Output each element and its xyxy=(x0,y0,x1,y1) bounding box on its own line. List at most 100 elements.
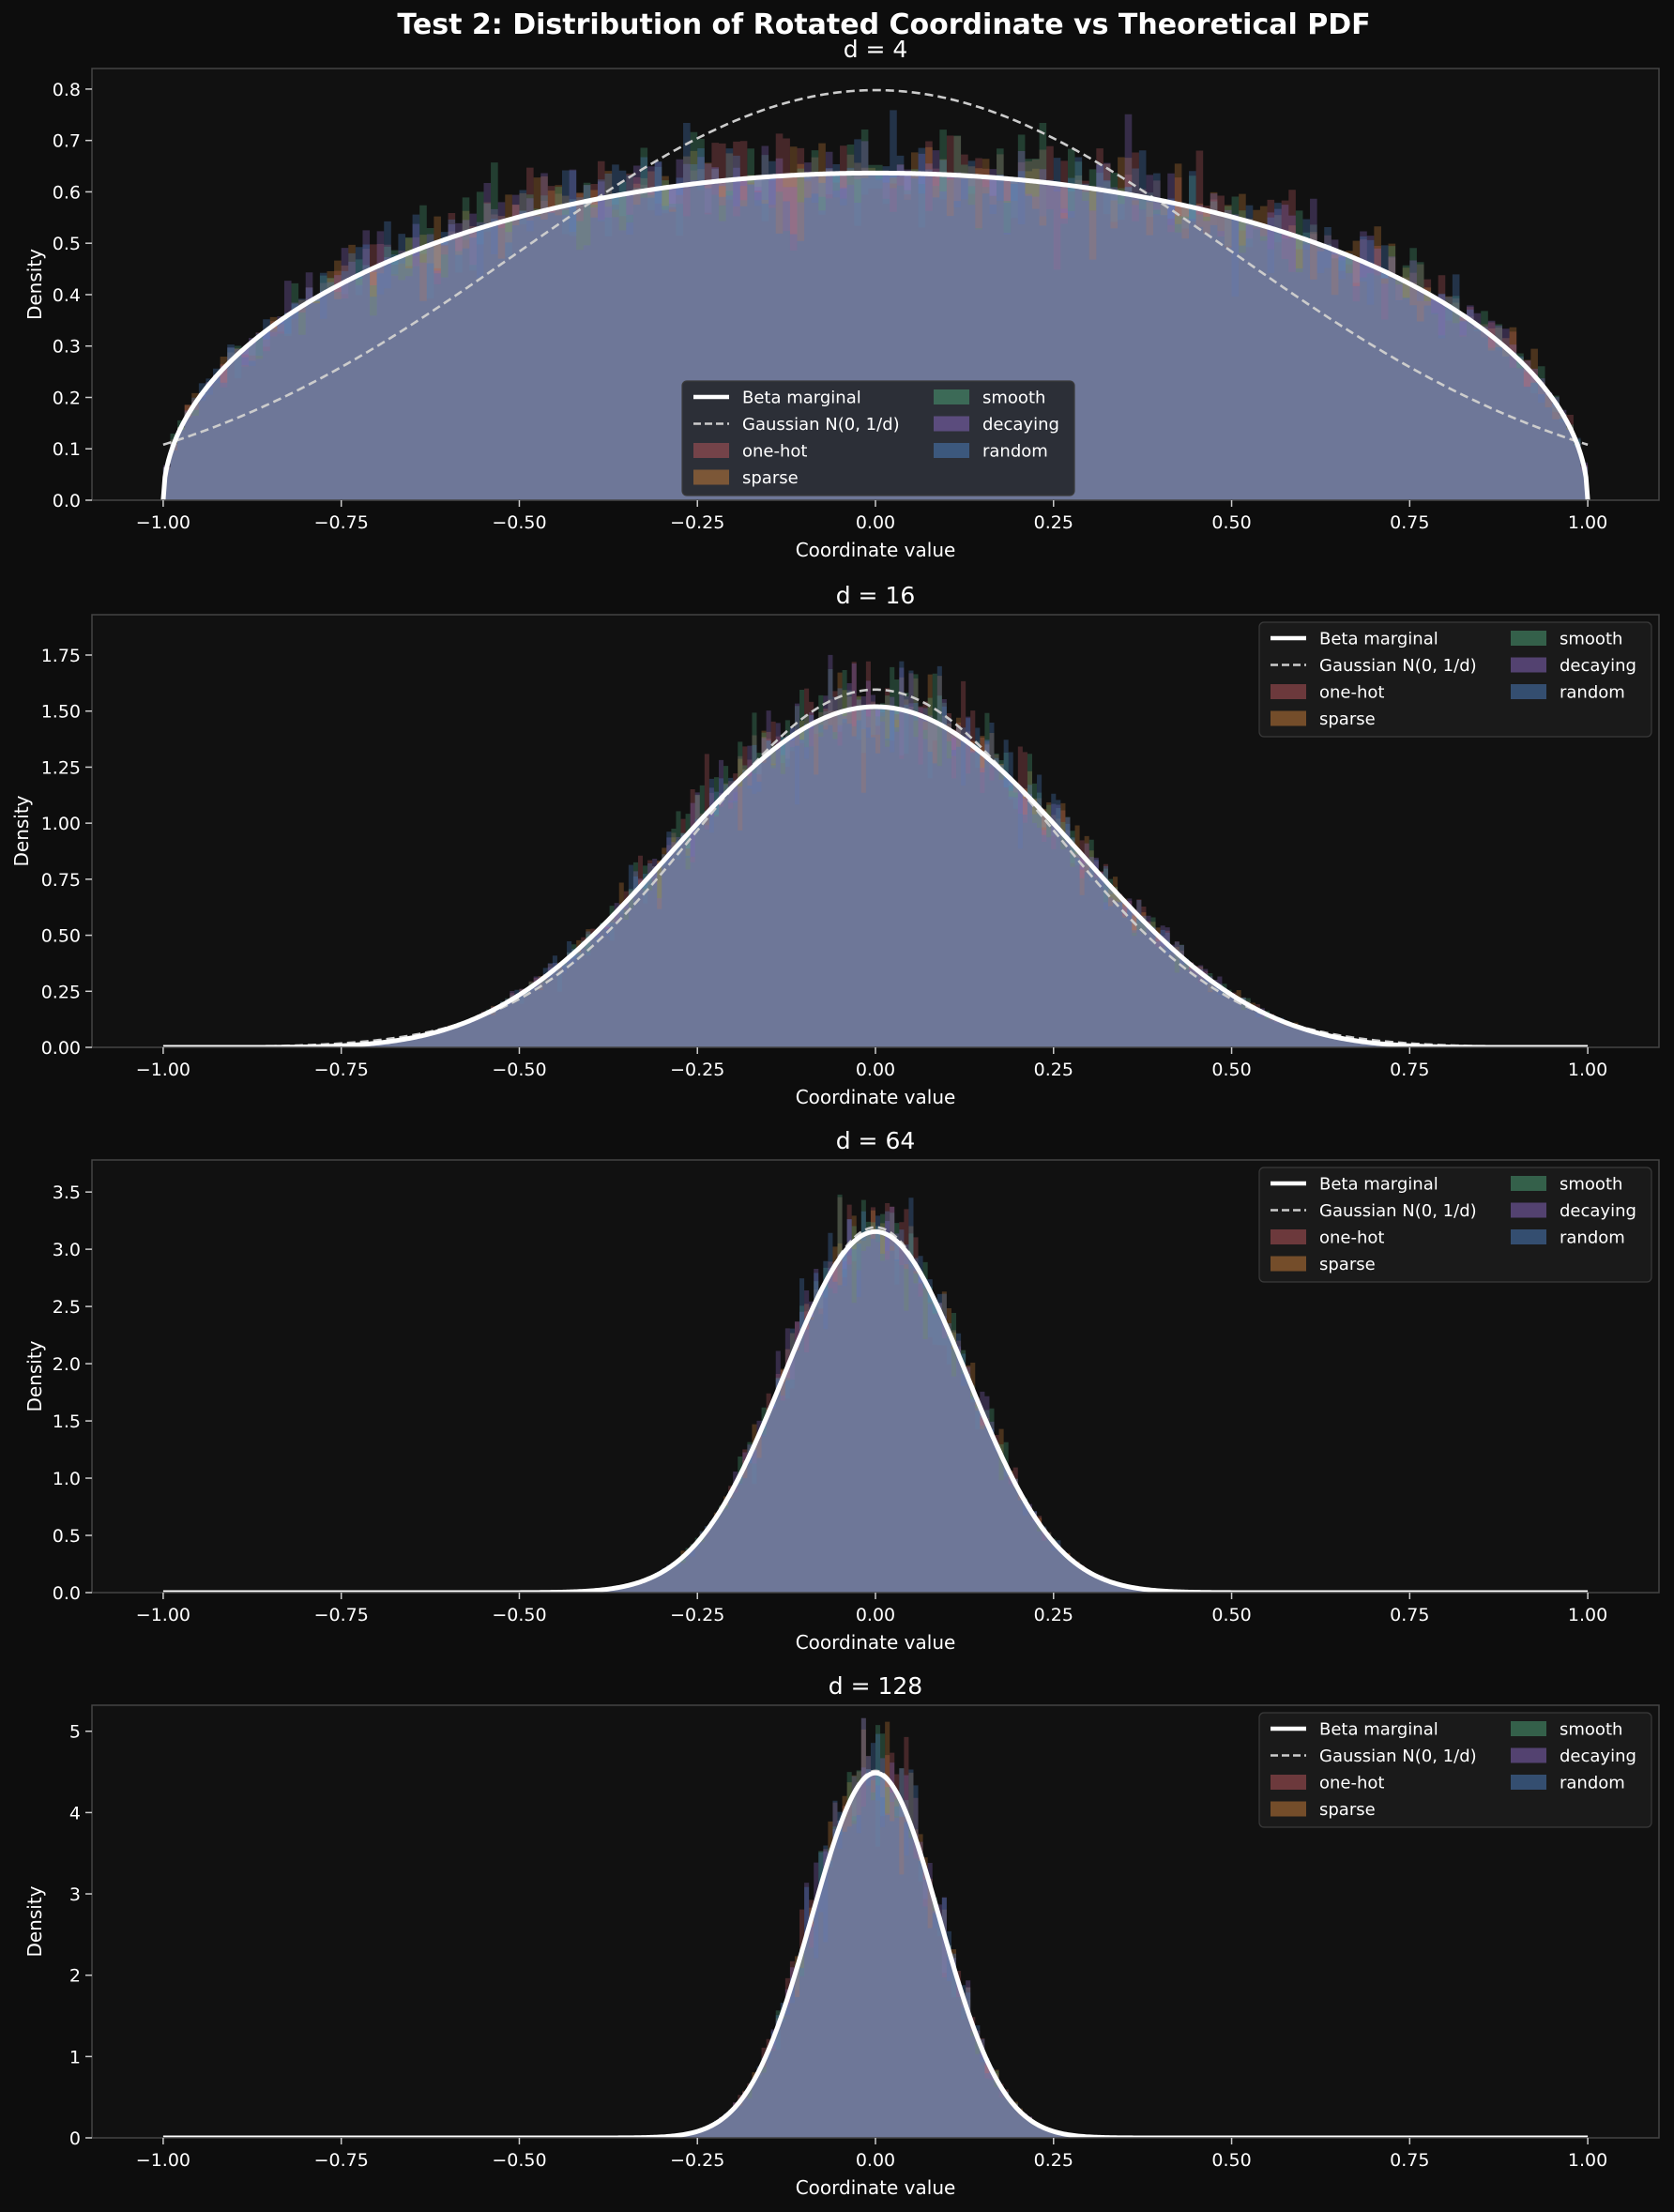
legend-item-one-hot: one-hot xyxy=(1271,1228,1384,1248)
legend-item-sparse: sparse xyxy=(693,468,799,488)
y-tick-label: 0.5 xyxy=(53,234,81,254)
y-tick-label: 1 xyxy=(69,2047,81,2067)
beta-curve xyxy=(162,1228,1589,1593)
legend-patch-swatch xyxy=(1271,1801,1306,1817)
y-tick-label: 0.50 xyxy=(41,926,81,947)
legend-item-decaying: decaying xyxy=(1511,1201,1636,1221)
histogram-base xyxy=(162,707,1589,1047)
legend-patch-swatch xyxy=(934,416,969,432)
x-tick-label: −0.25 xyxy=(670,512,724,533)
legend-patch-swatch xyxy=(1271,710,1306,726)
y-tick-label: 1.0 xyxy=(53,1469,81,1489)
x-tick-label: −1.00 xyxy=(136,1060,190,1080)
x-tick-label: 1.00 xyxy=(1568,1605,1607,1625)
legend-patch-swatch xyxy=(934,389,969,404)
legend-box xyxy=(1258,1167,1652,1283)
y-tick-label: 2.0 xyxy=(53,1354,81,1375)
x-tick-label: −0.25 xyxy=(670,1605,724,1625)
histogram-base xyxy=(162,1231,1589,1593)
legend: Beta marginal Gaussian N(0, 1/d) one-hot sp… xyxy=(681,380,1075,496)
legend-label: Gaussian N(0, 1/d) xyxy=(1319,1201,1477,1221)
panel-title: d = 16 xyxy=(836,582,916,609)
histogram-smooth xyxy=(671,1725,1080,2138)
beta-curve xyxy=(162,704,1589,1047)
x-tick-label: −0.50 xyxy=(492,512,546,533)
panel-d-16: −1.00 −0.75 −0.50 −0.25 0.00 0.25 0.50 0.75 1.00… xyxy=(10,582,1660,1108)
legend-label: random xyxy=(1560,1774,1625,1793)
legend-patch-swatch xyxy=(693,469,729,485)
legend-item-beta-marginal: Beta marginal xyxy=(1271,1720,1438,1740)
legend-label: sparse xyxy=(1319,1800,1376,1820)
y-tick-label: 4 xyxy=(69,1803,81,1823)
x-tick-label: −1.00 xyxy=(136,512,190,533)
histogram-sparse xyxy=(671,1721,1080,2138)
legend-patch-swatch xyxy=(1511,684,1546,699)
legend-label: sparse xyxy=(1319,1255,1376,1274)
legend-item-one-hot: one-hot xyxy=(1271,1774,1384,1793)
histogram-one-hot xyxy=(343,661,1408,1047)
panel-d-64: −1.00 −0.75 −0.50 −0.25 0.00 0.25 0.50 0.75 1.00… xyxy=(23,1127,1660,1654)
legend-label: random xyxy=(1560,1228,1625,1248)
x-tick-label: 0.00 xyxy=(856,512,895,533)
legend-patch-swatch xyxy=(1271,1229,1306,1244)
legend-label: smooth xyxy=(1560,630,1622,649)
legend-label: random xyxy=(1560,683,1625,703)
histogram-random xyxy=(162,110,1589,500)
y-tick-label: 0.3 xyxy=(53,337,81,358)
y-tick-label: 0.1 xyxy=(53,439,81,460)
panel-d-4: −1.00 −0.75 −0.50 −0.25 0.00 0.25 0.50 0.75 1.00… xyxy=(23,36,1660,561)
legend-item-sparse: sparse xyxy=(1271,709,1376,729)
y-tick-label: 1.25 xyxy=(41,757,81,778)
legend-label: random xyxy=(982,442,1048,462)
figure-title: Test 2: Distribution of Rotated Coordina… xyxy=(397,8,1370,41)
y-tick-label: 0.8 xyxy=(53,80,81,100)
y-tick-label: 0.0 xyxy=(53,491,81,511)
y-axis-label: Density xyxy=(10,795,33,866)
legend: Beta marginal Gaussian N(0, 1/d) one-hot sp… xyxy=(1258,1167,1652,1283)
histogram-decaying xyxy=(162,114,1589,500)
legend-box xyxy=(1258,621,1652,738)
panels: −1.00 −0.75 −0.50 −0.25 0.00 0.25 0.50 0.75 1.00… xyxy=(10,36,1660,2199)
legend-label: Gaussian N(0, 1/d) xyxy=(1319,1747,1477,1766)
x-tick-label: 0.25 xyxy=(1034,2150,1073,2171)
legend-box xyxy=(681,380,1075,496)
legend-item-random: random xyxy=(1511,1228,1625,1248)
legend-label: smooth xyxy=(982,389,1045,408)
legend-label: one-hot xyxy=(1319,683,1384,703)
legend-patch-swatch xyxy=(1271,684,1306,699)
legend-item-gaussian-n-0-1-d-: Gaussian N(0, 1/d) xyxy=(1271,1201,1477,1221)
legend-label: Beta marginal xyxy=(1319,1720,1438,1740)
y-tick-label: 1.5 xyxy=(53,1411,81,1432)
x-tick-label: 0.00 xyxy=(856,1060,895,1080)
y-tick-label: 1.75 xyxy=(41,646,81,666)
legend-patch-swatch xyxy=(1511,1176,1546,1191)
x-tick-label: 0.50 xyxy=(1211,1060,1251,1080)
panel-title: d = 128 xyxy=(829,1672,922,1700)
beta-curve xyxy=(160,170,1590,500)
legend-item-smooth: smooth xyxy=(934,389,1045,408)
y-tick-label: 0.0 xyxy=(53,1583,81,1604)
legend-patch-swatch xyxy=(1511,1747,1546,1763)
legend-label: decaying xyxy=(1560,1747,1636,1766)
x-tick-label: 0.25 xyxy=(1034,512,1073,533)
legend-item-beta-marginal: Beta marginal xyxy=(1271,1175,1438,1195)
y-axis-label: Density xyxy=(23,249,46,320)
y-tick-label: 2 xyxy=(69,1966,81,1987)
x-tick-label: −0.75 xyxy=(314,1605,369,1625)
legend-patch-swatch xyxy=(1511,1229,1546,1244)
y-tick-label: 0.25 xyxy=(41,982,81,1002)
x-axis-label: Coordinate value xyxy=(796,2176,956,2199)
legend-patch-swatch xyxy=(1511,1775,1546,1790)
x-tick-label: 0.75 xyxy=(1390,1060,1429,1080)
legend-item-one-hot: one-hot xyxy=(693,442,807,462)
legend-patch-swatch xyxy=(1271,1256,1306,1272)
x-tick-label: −1.00 xyxy=(136,2150,190,2171)
legend-label: one-hot xyxy=(742,442,807,462)
x-tick-label: −0.75 xyxy=(314,1060,369,1080)
legend-item-gaussian-n-0-1-d-: Gaussian N(0, 1/d) xyxy=(693,415,900,435)
histogram-sparse xyxy=(590,1210,1161,1593)
x-tick-label: 0.50 xyxy=(1211,512,1251,533)
y-tick-label: 2.5 xyxy=(53,1297,81,1318)
x-tick-label: 0.50 xyxy=(1211,1605,1251,1625)
x-tick-label: −0.75 xyxy=(314,2150,369,2171)
